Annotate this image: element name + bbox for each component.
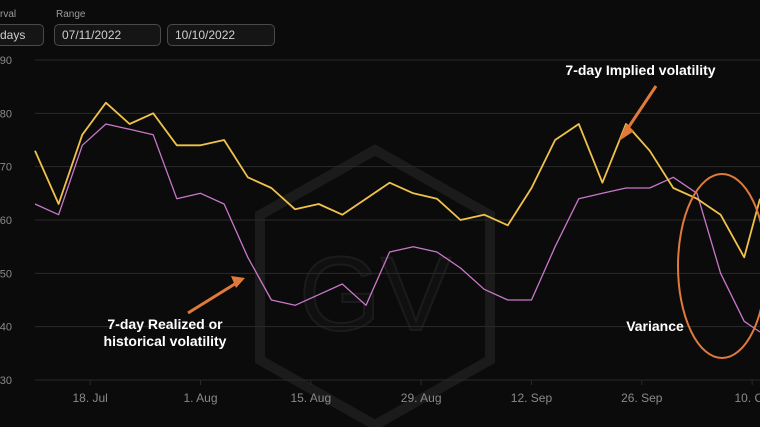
range-label: Range — [56, 9, 86, 20]
y-tick-label: 70 — [0, 162, 12, 174]
x-tick-label: 15. Aug — [290, 391, 331, 405]
y-tick-label: 50 — [0, 268, 12, 280]
gv-watermark-logo: GV — [255, 144, 495, 427]
implied-arrow-head — [619, 124, 634, 141]
implied-volatility-annotation: 7-day Implied volatility — [565, 62, 716, 78]
x-tick-label: 12. Sep — [511, 391, 553, 405]
implied-arrow — [622, 85, 658, 135]
svg-text:GV: GV — [299, 236, 451, 353]
realized-arrow-head — [231, 276, 245, 288]
realized-volatility-line — [34, 123, 760, 333]
variance-annotation: Variance — [626, 318, 684, 334]
realized-annotation-line-2: historical volatility — [103, 333, 227, 349]
y-tick-label: 60 — [0, 215, 12, 227]
realized-arrow — [187, 280, 239, 315]
interval-select[interactable]: days — [0, 24, 44, 46]
annotation-overlay — [187, 85, 760, 359]
y-tick-label: 80 — [0, 108, 12, 120]
interval-label: rval — [0, 9, 17, 20]
x-tick-label: 1. Aug — [183, 391, 217, 405]
realized-annotation-line-1: 7-day Realized or — [107, 316, 223, 332]
x-tick-label: 10. Oc — [734, 391, 760, 405]
range-start-input[interactable]: 07/11/2022 — [54, 24, 161, 46]
y-tick-label: 90 — [0, 55, 12, 67]
x-tick-label: 29. Aug — [401, 391, 442, 405]
x-tick-label: 18. Jul — [72, 391, 107, 405]
realized-volatility-annotation: 7-day Realized or historical volatility — [80, 316, 250, 350]
y-tick-label: 30 — [0, 375, 12, 387]
variance-highlight-ellipse — [677, 173, 760, 359]
implied-volatility-line — [34, 101, 760, 259]
y-tick-label: 40 — [0, 322, 12, 334]
x-tick-label: 26. Sep — [621, 391, 663, 405]
range-end-input[interactable]: 10/10/2022 — [167, 24, 275, 46]
